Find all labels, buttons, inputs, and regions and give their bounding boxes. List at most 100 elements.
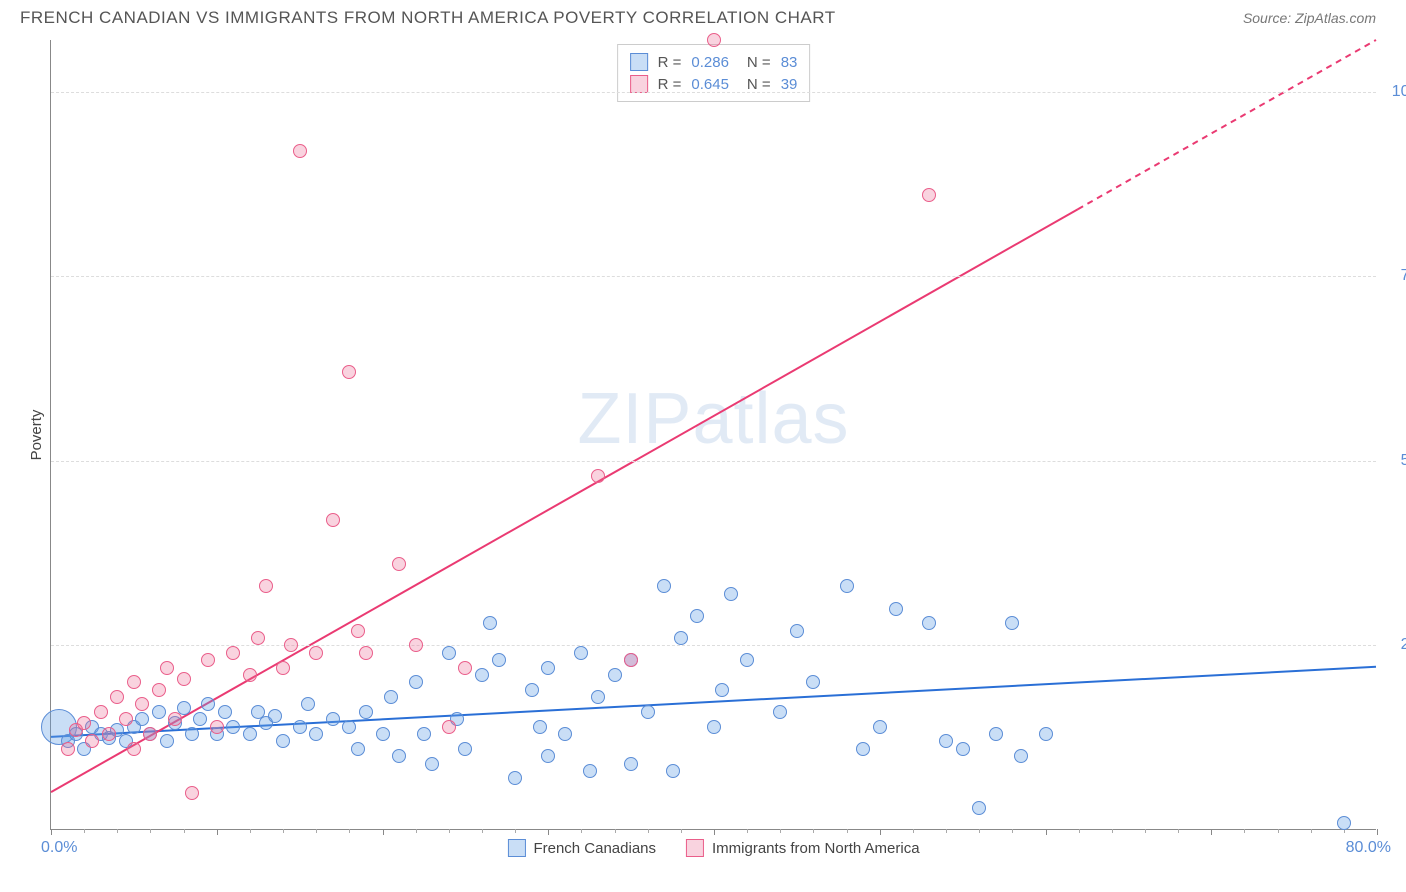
data-point	[61, 742, 75, 756]
x-tick-minor	[184, 829, 185, 833]
data-point	[591, 469, 605, 483]
data-point	[351, 742, 365, 756]
data-point	[276, 661, 290, 675]
data-point	[342, 365, 356, 379]
data-point	[558, 727, 572, 741]
scatter-chart: Poverty ZIPatlas R =0.286N =83R =0.645N …	[50, 40, 1376, 830]
n-label: N =	[747, 54, 771, 71]
data-point	[309, 727, 323, 741]
bottom-legend-item: French Canadians	[507, 839, 656, 857]
x-tick-minor	[813, 829, 814, 833]
data-point	[268, 709, 282, 723]
data-point	[674, 631, 688, 645]
data-point	[442, 720, 456, 734]
x-tick-minor	[780, 829, 781, 833]
legend-label: French Canadians	[533, 840, 656, 857]
x-tick-minor	[946, 829, 947, 833]
n-value: 83	[781, 54, 798, 71]
x-tick-minor	[747, 829, 748, 833]
data-point	[525, 683, 539, 697]
x-tick-minor	[1311, 829, 1312, 833]
r-value: 0.286	[691, 54, 729, 71]
data-point	[922, 188, 936, 202]
x-tick-minor	[1079, 829, 1080, 833]
data-point	[351, 624, 365, 638]
data-point	[458, 661, 472, 675]
data-point	[201, 653, 215, 667]
data-point	[185, 786, 199, 800]
data-point	[243, 727, 257, 741]
data-point	[624, 757, 638, 771]
n-value: 39	[781, 76, 798, 93]
y-tick-label: 100.0%	[1386, 83, 1406, 101]
r-value: 0.645	[691, 76, 729, 93]
data-point	[715, 683, 729, 697]
x-tick-minor	[482, 829, 483, 833]
legend-stats-row: R =0.286N =83	[630, 51, 798, 73]
data-point	[301, 697, 315, 711]
x-tick	[217, 829, 218, 835]
data-point	[119, 712, 133, 726]
data-point	[85, 734, 99, 748]
data-point	[152, 683, 166, 697]
data-point	[1014, 749, 1028, 763]
data-point	[185, 727, 199, 741]
data-point	[840, 579, 854, 593]
data-point	[94, 705, 108, 719]
data-point	[326, 513, 340, 527]
data-point	[276, 734, 290, 748]
data-point	[806, 675, 820, 689]
data-point	[492, 653, 506, 667]
x-tick-minor	[1012, 829, 1013, 833]
data-point	[168, 712, 182, 726]
data-point	[376, 727, 390, 741]
data-point	[293, 144, 307, 158]
data-point	[417, 727, 431, 741]
n-label: N =	[747, 76, 771, 93]
data-point	[392, 557, 406, 571]
data-point	[425, 757, 439, 771]
data-point	[583, 764, 597, 778]
x-tick-minor	[681, 829, 682, 833]
x-axis-min-label: 0.0%	[41, 839, 77, 857]
data-point	[541, 749, 555, 763]
r-label: R =	[658, 76, 682, 93]
data-point	[251, 631, 265, 645]
data-point	[127, 742, 141, 756]
data-point	[342, 720, 356, 734]
grid-line	[51, 92, 1376, 93]
x-tick-minor	[316, 829, 317, 833]
data-point	[259, 579, 273, 593]
legend-label: Immigrants from North America	[712, 840, 920, 857]
data-point	[922, 616, 936, 630]
data-point	[873, 720, 887, 734]
data-point	[690, 609, 704, 623]
x-tick-minor	[847, 829, 848, 833]
grid-line	[51, 645, 1376, 646]
legend-stats-box: R =0.286N =83R =0.645N =39	[617, 44, 811, 102]
data-point	[641, 705, 655, 719]
y-tick-label: 25.0%	[1386, 636, 1406, 654]
data-point	[243, 668, 257, 682]
legend-swatch	[686, 839, 704, 857]
data-point	[1005, 616, 1019, 630]
x-tick	[1211, 829, 1212, 835]
data-point	[790, 624, 804, 638]
data-point	[160, 661, 174, 675]
data-point	[226, 720, 240, 734]
y-tick-label: 75.0%	[1386, 267, 1406, 285]
x-tick-minor	[449, 829, 450, 833]
data-point	[707, 720, 721, 734]
data-point	[475, 668, 489, 682]
x-tick	[880, 829, 881, 835]
grid-line	[51, 276, 1376, 277]
x-tick	[1377, 829, 1378, 835]
data-point	[483, 616, 497, 630]
x-tick-minor	[283, 829, 284, 833]
x-tick-minor	[1178, 829, 1179, 833]
data-point	[889, 602, 903, 616]
source-attribution: Source: ZipAtlas.com	[1243, 10, 1376, 26]
data-point	[177, 672, 191, 686]
data-point	[135, 697, 149, 711]
x-tick-minor	[1244, 829, 1245, 833]
